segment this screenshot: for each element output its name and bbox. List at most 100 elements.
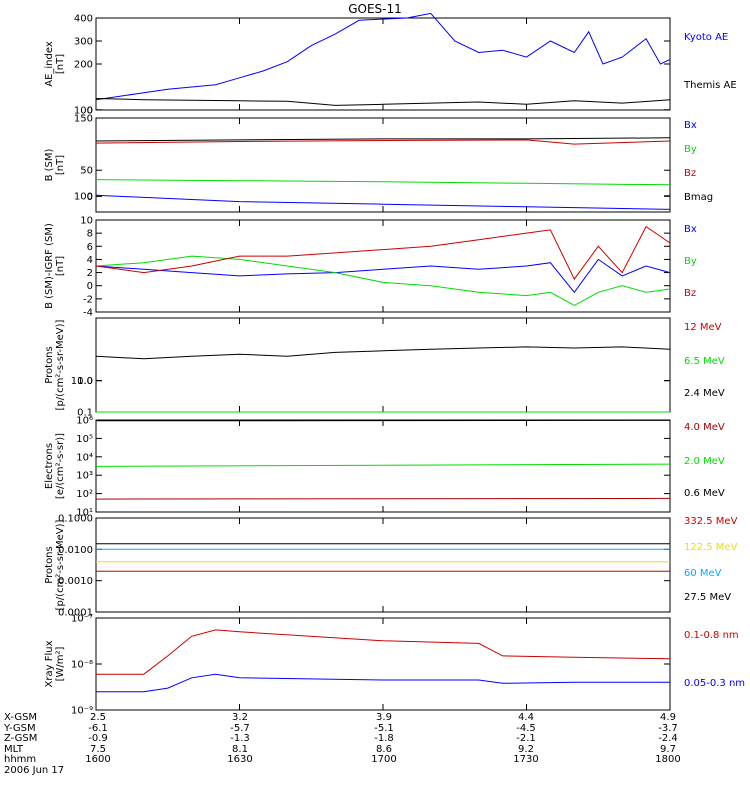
- row-label-time: hhmm: [4, 754, 37, 765]
- y-tick-label: 6: [87, 242, 93, 253]
- y-axis-label: [e/(cm²-s-sr)]: [55, 433, 66, 499]
- footer-column-2: 3.2 -5.7 -1.3 8.1 1630: [227, 712, 253, 765]
- y-tick-label: 1.0: [77, 376, 93, 387]
- y-tick-label: 0: [87, 106, 93, 117]
- footer-column-1: 2.5 -6.1 -0.9 7.5 1600: [85, 712, 111, 765]
- footer-column-4: 4.4 -4.5 -2.1 9.2 1730: [513, 712, 539, 765]
- panel-frame-7: [95, 617, 671, 711]
- y-tick-label: 10⁵: [76, 434, 93, 445]
- y-tick-label: 2: [87, 268, 93, 279]
- y-tick-label: 200: [74, 60, 93, 71]
- legend-label: 6.5 MeV: [684, 356, 725, 367]
- y-tick-label: 0: [87, 192, 93, 203]
- row-label-z: Z-GSM: [4, 733, 38, 744]
- series-line-themis-ae: [95, 98, 671, 106]
- y-tick-label: 10.0: [71, 376, 93, 387]
- y-tick-label: 0: [87, 281, 93, 292]
- legend-label: 122.5 MeV: [684, 542, 738, 553]
- y-axis-label: Protons: [44, 346, 55, 383]
- y-tick-label: 10⁻⁹: [71, 706, 93, 717]
- legend-label: By: [684, 256, 697, 267]
- y-tick-label: 400: [74, 14, 93, 25]
- legend-label: Bx: [684, 224, 697, 235]
- series-line-0-1-0-8-nm: [96, 629, 671, 675]
- y-tick-label: 10: [80, 216, 93, 227]
- panel-frame-1: [95, 17, 671, 111]
- series-line-kyoto-ae: [95, 12, 671, 101]
- y-tick-label: 10⁻⁷: [71, 614, 93, 625]
- y-tick-label: 300: [74, 37, 93, 48]
- series-line-0-05-0-3-nm: [96, 673, 670, 693]
- legend-label: 12 MeV: [684, 322, 722, 333]
- legend-label: 2.4 MeV: [684, 388, 725, 399]
- y-axis-label: [p/(cm²-s-sr-MeV)]: [55, 519, 66, 610]
- panel-frame-2: [95, 117, 671, 213]
- legend-label: 27.5 MeV: [684, 592, 731, 603]
- footer-row-labels: X-GSM Y-GSM Z-GSM MLT hhmm 2006 Jun 17: [4, 712, 65, 776]
- y-tick-label: 4: [87, 255, 93, 266]
- y-axis-label: Electrons: [44, 443, 55, 489]
- y-tick-label: 150: [74, 114, 93, 125]
- y-tick-label: 10²: [76, 489, 93, 500]
- y-tick-label: -2: [83, 294, 93, 305]
- legend-label: 2.0 MeV: [684, 456, 725, 467]
- y-tick-label: 100: [74, 191, 93, 202]
- series-line-4-0-mev: [95, 497, 671, 500]
- y-tick-label: 10⁴: [76, 452, 93, 463]
- series-line-bx: [95, 258, 671, 294]
- series-line-by: [95, 255, 671, 306]
- y-axis-label: Xray Flux: [44, 640, 55, 687]
- y-axis-label: [nT]: [55, 54, 66, 74]
- series-line-by: [95, 179, 671, 186]
- y-tick-label: 0.0001: [58, 608, 93, 619]
- y-axis-label: [nT]: [55, 155, 66, 175]
- panel-frame-6: [95, 517, 671, 613]
- series-line-bz: [95, 225, 671, 281]
- row-label-y: Y-GSM: [4, 722, 36, 734]
- y-tick-label: 8: [87, 229, 93, 240]
- legend-label: 0.05-0.3 nm: [684, 678, 745, 689]
- y-tick-label: 0.1000: [58, 514, 93, 525]
- legend-label: 0.6 MeV: [684, 488, 725, 499]
- legend-label: 60 MeV: [684, 568, 722, 579]
- legend-label: 0.1-0.8 nm: [684, 630, 739, 641]
- y-axis-label: Protons: [44, 546, 55, 583]
- date-label: 2006 Jun 17: [4, 764, 65, 776]
- y-tick-label: 0.0100: [58, 545, 93, 556]
- footer-column-5: 4.9 -3.7 -2.4 9.7 1800: [655, 712, 681, 765]
- row-label-x: X-GSM: [4, 712, 38, 723]
- legend-label: By: [684, 144, 697, 155]
- y-axis-label: [W/m²]: [55, 646, 66, 681]
- legend-label: Kyoto AE: [684, 32, 728, 43]
- series-line-bz: [95, 139, 671, 145]
- y-tick-label: 100: [74, 105, 93, 116]
- y-tick-label: 0.0010: [58, 576, 93, 587]
- y-axis-label: B (SM): [44, 148, 55, 181]
- y-tick-label: 50: [80, 166, 93, 177]
- y-tick-label: 10⁻⁸: [71, 660, 93, 671]
- y-tick-label: 0.1: [77, 408, 93, 419]
- series-line-bmag: [95, 137, 671, 142]
- y-tick-label: 10³: [76, 471, 93, 482]
- legend-label: Themis AE: [683, 80, 737, 91]
- series-line-2-4-mev: [95, 346, 671, 360]
- chart-title: GOES-11: [348, 2, 402, 16]
- legend-label: Bz: [684, 168, 696, 179]
- legend-label: Bmag: [684, 192, 713, 203]
- y-axis-label: [nT]: [55, 256, 66, 276]
- y-axis-label: AE_index: [44, 41, 55, 87]
- legend-label: 4.0 MeV: [684, 422, 725, 433]
- row-label-mlt: MLT: [4, 743, 23, 755]
- legend-label: Bx: [684, 120, 697, 131]
- y-axis-label: B (SM)-IGRF (SM): [44, 223, 55, 309]
- legend-label: 332.5 MeV: [684, 516, 738, 527]
- panel-frame-4: [95, 317, 671, 413]
- footer-column-3: 3.9 -5.1 -1.8 8.6 1700: [371, 712, 397, 765]
- y-axis-label: [p/(cm²-s-sr-MeV)]: [55, 319, 66, 410]
- y-tick-label: -4: [83, 308, 93, 319]
- legend-label: Bz: [684, 288, 696, 299]
- y-tick-label: 10¹: [76, 508, 93, 519]
- series-line-2-0-mev: [95, 463, 671, 467]
- series-line-bx: [95, 194, 671, 210]
